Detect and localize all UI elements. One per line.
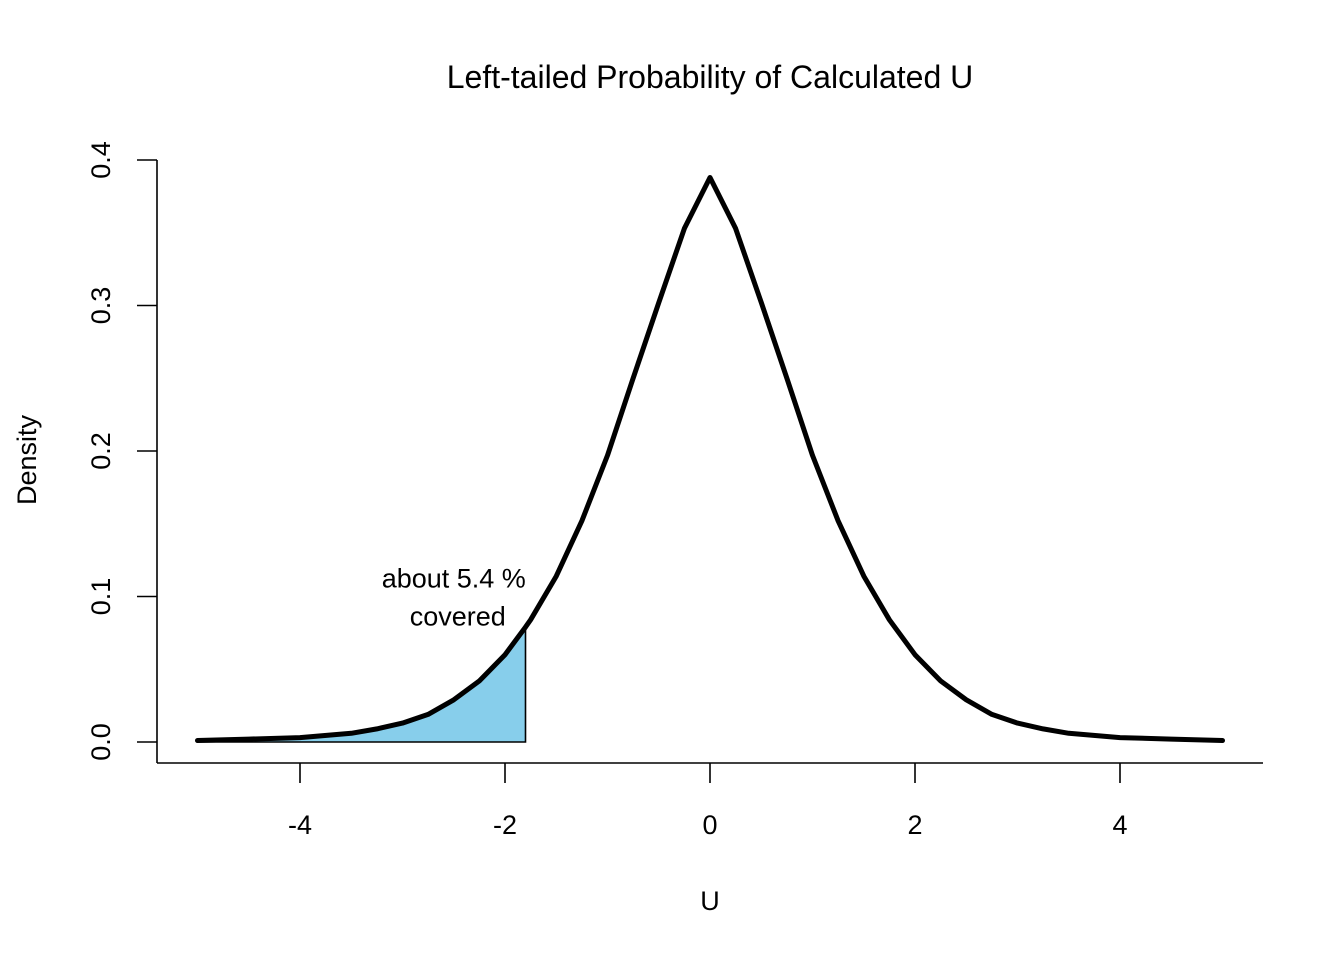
y-tick-label: 0.0 — [86, 723, 116, 761]
x-tick-label: 2 — [907, 810, 922, 840]
x-tick-label: -4 — [288, 810, 312, 840]
annotation-line: about 5.4 % — [382, 564, 526, 594]
x-tick-label: -2 — [493, 810, 517, 840]
y-tick-label: 0.4 — [86, 141, 116, 179]
x-tick-label: 0 — [702, 810, 717, 840]
y-tick-label: 0.1 — [86, 578, 116, 616]
y-tick-label: 0.2 — [86, 432, 116, 470]
chart-title: Left-tailed Probability of Calculated U — [447, 59, 974, 95]
y-axis: 0.0 0.1 0.2 0.3 0.4 — [86, 141, 158, 763]
x-axis: -4 -2 0 2 4 — [157, 762, 1263, 840]
x-tick-label: 4 — [1112, 810, 1127, 840]
density-curve — [195, 175, 1225, 743]
plot-area — [195, 175, 1225, 743]
y-tick-label: 0.3 — [86, 287, 116, 325]
x-axis-title: U — [700, 886, 720, 916]
coverage-annotation: about 5.4 % covered — [382, 564, 526, 632]
annotation-line: covered — [410, 602, 506, 632]
y-axis-title: Density — [12, 414, 42, 505]
